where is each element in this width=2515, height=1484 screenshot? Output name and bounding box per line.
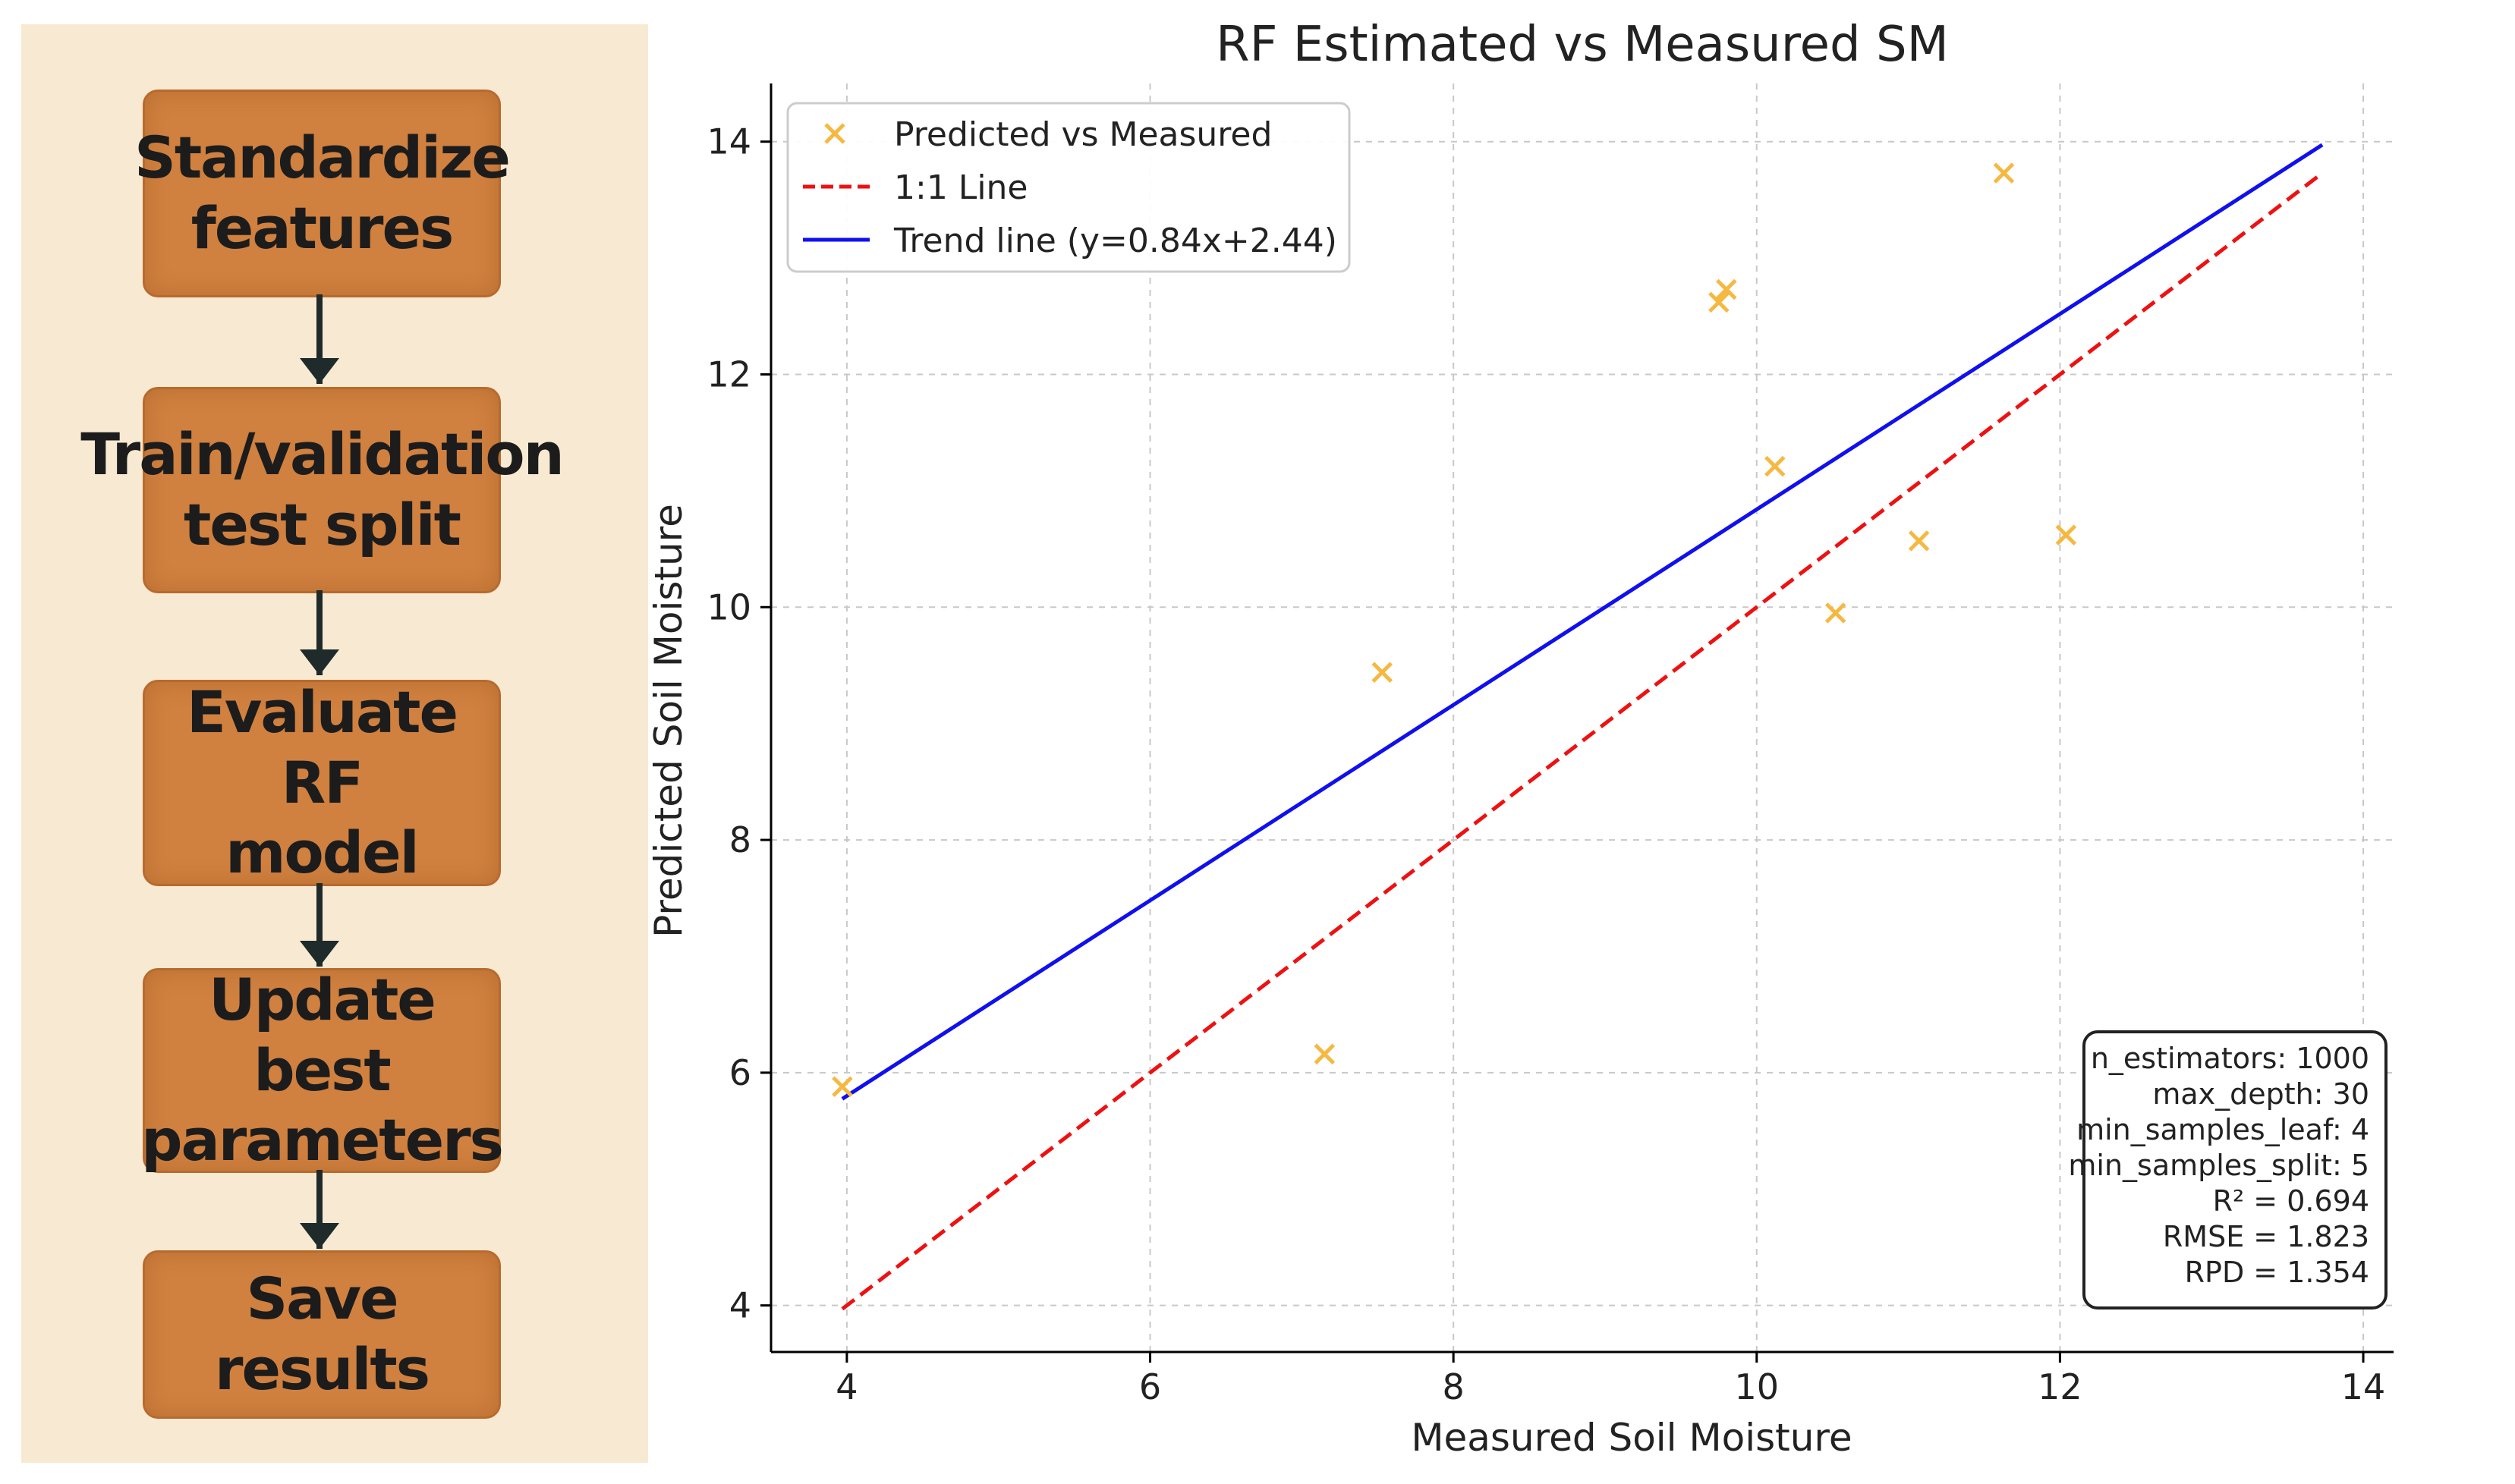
legend-box — [786, 102, 1351, 273]
step-save-results: Save results — [143, 1250, 501, 1419]
data-point — [2055, 524, 2077, 545]
y-tick-label: 6 — [729, 1052, 751, 1093]
legend-entry-trend-line: Trend line (y=0.84x+2.44) — [893, 222, 1337, 260]
stats-box-frame — [2082, 1030, 2388, 1310]
data-point — [832, 1076, 853, 1098]
arrow-down-icon — [300, 883, 339, 967]
legend-marker-x-icon — [824, 123, 845, 144]
legend-entry-predicted: Predicted vs Measured — [894, 115, 1272, 154]
stats-n-estimators: n_estimators: 1000 — [2091, 1042, 2369, 1075]
data-point — [1993, 162, 2015, 184]
x-axis-label: Measured Soil Moisture — [1411, 1416, 1852, 1460]
scatter-chart: 4 6 8 10 12 14 4 6 8 10 12 14 RF Estimated vs Measu… — [653, 17, 2394, 1460]
arrow-down-icon — [300, 1170, 339, 1249]
y-tick-label: 14 — [707, 121, 751, 162]
y-tick-label: 10 — [707, 586, 751, 627]
x-tick-label: 10 — [1735, 1366, 1780, 1407]
model-stats-box: n_estimators: 1000 max_depth: 30 min_sam… — [2068, 1030, 2388, 1310]
one-to-one-line — [841, 171, 2324, 1311]
x-tick-label: 4 — [836, 1366, 858, 1407]
stats-min-samples-leaf: min_samples_leaf: 4 — [2076, 1113, 2369, 1146]
arrow-down-icon — [300, 590, 339, 675]
step-evaluate-rf-model: Evaluate RF model — [143, 678, 501, 886]
data-point — [1824, 602, 1846, 624]
y-axis-label: Predicted Soil Moisture — [653, 504, 691, 938]
stats-max-depth: max_depth: 30 — [2152, 1077, 2369, 1111]
x-tick-label: 8 — [1443, 1366, 1465, 1407]
axis-ticks: 4 6 8 10 12 14 4 6 8 10 12 14 — [707, 121, 2385, 1407]
y-tick-label: 8 — [729, 819, 751, 860]
stats-r-squared: R² = 0.694 — [2213, 1184, 2369, 1218]
y-tick-label: 4 — [729, 1285, 751, 1326]
workflow-flowchart: Standardize features Train/validation te… — [21, 24, 648, 1463]
data-point — [1708, 291, 1730, 313]
x-tick-label: 14 — [2341, 1366, 2386, 1407]
stats-rmse: RMSE = 1.823 — [2163, 1220, 2369, 1253]
data-point — [1764, 455, 1786, 477]
data-point — [1371, 662, 1393, 683]
trend-line — [841, 143, 2324, 1101]
legend: Predicted vs Measured 1:1 Line Trend lin… — [786, 102, 1351, 273]
chart-title: RF Estimated vs Measured SM — [1216, 17, 1949, 73]
x-tick-label: 6 — [1139, 1366, 1161, 1407]
y-tick-label: 12 — [707, 354, 751, 395]
stats-min-samples-split: min_samples_split: 5 — [2068, 1149, 2369, 1182]
arrow-down-icon — [300, 294, 339, 384]
stats-rpd: RPD = 1.354 — [2185, 1256, 2369, 1289]
step-standardize-features: Standardize features — [134, 90, 511, 297]
data-point — [1908, 530, 1930, 552]
data-point — [1716, 278, 1737, 300]
x-tick-label: 12 — [2038, 1366, 2082, 1407]
step-update-best-parameters: Update best parameters — [141, 965, 504, 1174]
legend-entry-one-to-one: 1:1 Line — [894, 168, 1028, 207]
data-point — [1314, 1043, 1336, 1065]
step-train-test-split: Train/validation test split — [80, 387, 565, 593]
series — [832, 143, 2324, 1311]
